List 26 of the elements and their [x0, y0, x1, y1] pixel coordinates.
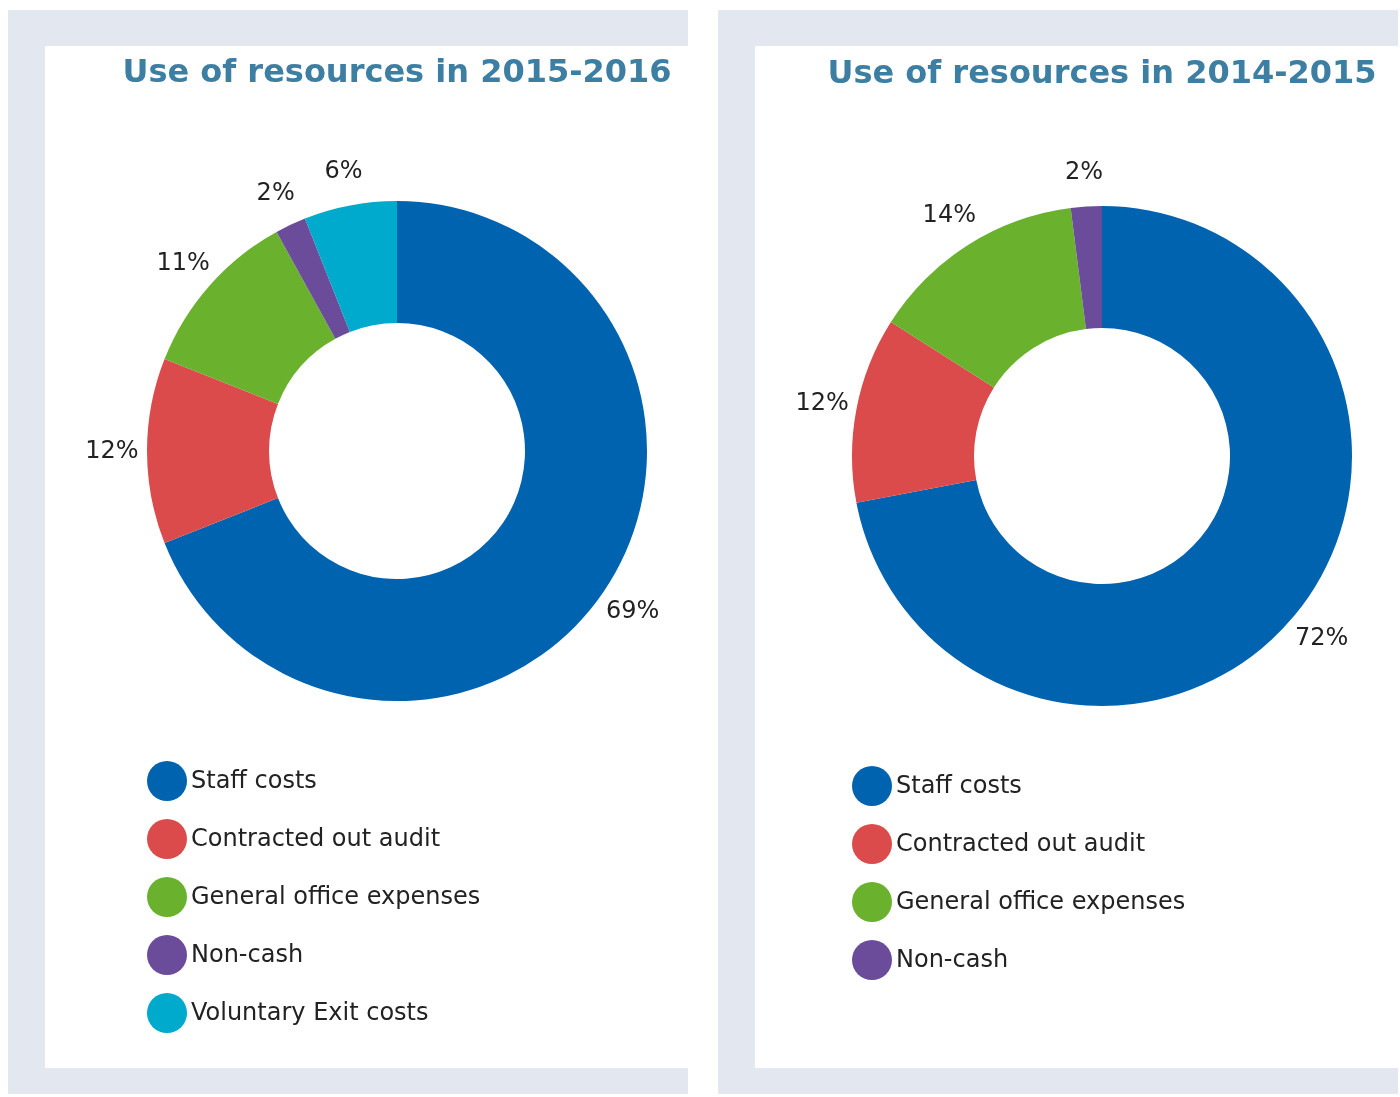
data-label: 6%: [324, 156, 363, 185]
legend-label: General office expenses: [896, 887, 1186, 915]
data-label: 69%: [606, 596, 660, 625]
data-label: 11%: [156, 247, 210, 276]
legend-label: Non-cash: [191, 940, 304, 968]
legend-label: Staff costs: [896, 771, 1022, 799]
data-label: 12%: [795, 387, 849, 416]
data-label: 12%: [85, 436, 139, 464]
chart-title: Use of resources in 2014-2015: [827, 52, 1377, 91]
legend-label: Non-cash: [896, 945, 1009, 973]
donut-slice: [1070, 206, 1102, 330]
donut-slice: [852, 322, 994, 503]
data-label: 72%: [1294, 622, 1349, 651]
legend-label: General office expenses: [191, 882, 481, 910]
donut-slice: [276, 218, 350, 339]
data-label: 2%: [256, 178, 295, 207]
donut-slice: [304, 201, 397, 332]
donut-slice: [856, 206, 1352, 706]
data-label: 14%: [922, 200, 976, 229]
data-label: 2%: [1065, 156, 1104, 185]
legend-label: Voluntary Exit costs: [191, 998, 429, 1026]
legend-label: Contracted out audit: [896, 829, 1146, 857]
legend-label: Staff costs: [191, 766, 317, 794]
donut-slice: [147, 358, 278, 544]
legend-label: Contracted out audit: [191, 824, 441, 852]
chart-title: Use of resources in 2015-2016: [122, 52, 672, 91]
